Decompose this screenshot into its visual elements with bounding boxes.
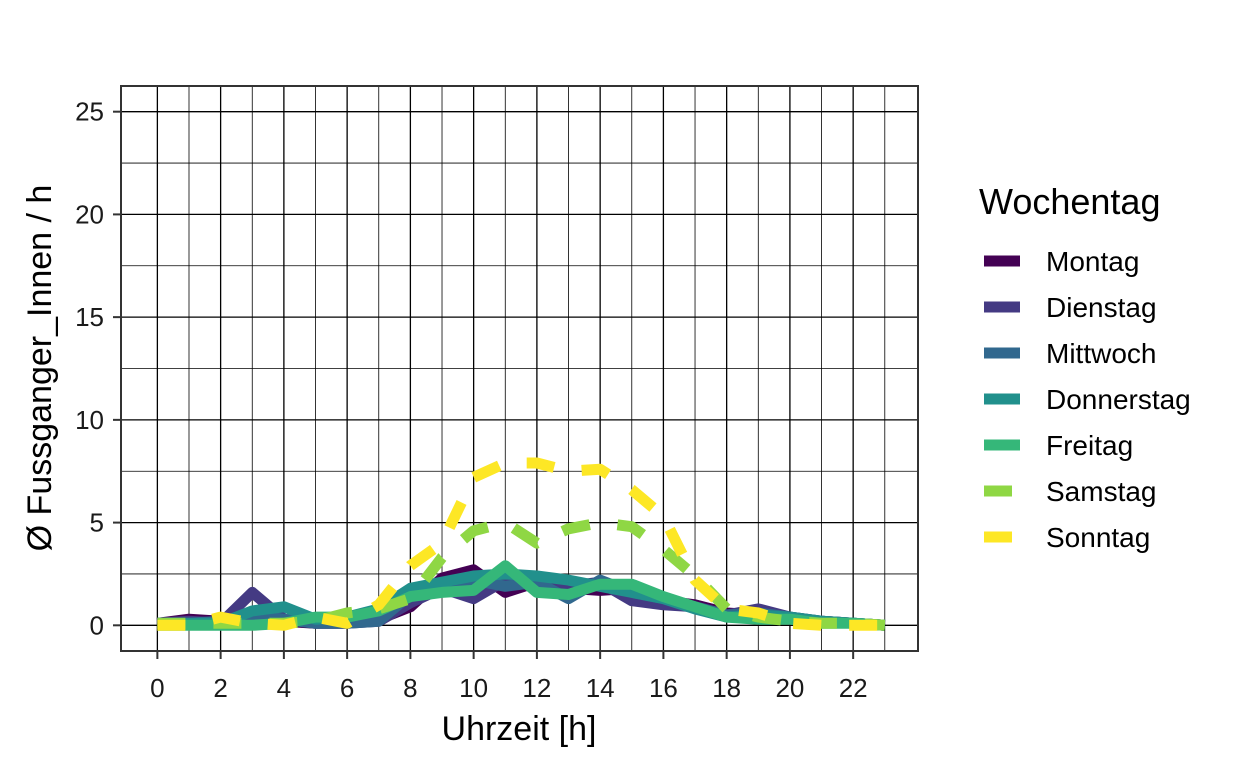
legend-label: Samstag — [1046, 476, 1157, 507]
x-tick-label: 22 — [839, 673, 868, 703]
series-lines — [156, 457, 886, 631]
series-line-sonntag — [157, 457, 885, 631]
x-tick-label: 2 — [213, 673, 227, 703]
x-tick-label: 20 — [775, 673, 804, 703]
x-tick-label: 14 — [586, 673, 615, 703]
x-tick-label: 8 — [403, 673, 417, 703]
x-tick-label: 12 — [522, 673, 551, 703]
legend-item-montag: Montag — [984, 246, 1139, 277]
x-axis-title: Uhrzeit [h] — [442, 710, 597, 748]
legend-title: Wochentag — [979, 181, 1160, 222]
x-tick-label: 0 — [150, 673, 164, 703]
y-tick-label: 0 — [90, 610, 104, 640]
legend: Wochentag Montag Dienstag Mittwoch Donnerst… — [979, 181, 1191, 553]
legend-item-dienstag: Dienstag — [984, 292, 1157, 323]
x-tick-label: 6 — [340, 673, 354, 703]
y-tick-label: 25 — [75, 97, 104, 127]
x-tick-label: 16 — [649, 673, 678, 703]
legend-item-sonntag: Sonntag — [984, 522, 1150, 553]
y-axis-title: Ø Fussganger_Innen / h — [21, 185, 59, 552]
y-tick-label: 20 — [75, 199, 104, 229]
axes: 0 2 4 6 8 10 12 14 16 18 20 22 0 5 10 15 20 25 — [75, 97, 868, 703]
x-tick-label: 10 — [459, 673, 488, 703]
x-tick-label: 4 — [277, 673, 291, 703]
grid-lines — [121, 86, 918, 651]
legend-item-donnerstag: Donnerstag — [984, 384, 1191, 415]
legend-item-freitag: Freitag — [984, 430, 1133, 461]
legend-label: Sonntag — [1046, 522, 1150, 553]
x-tick-label: 18 — [712, 673, 741, 703]
legend-item-mittwoch: Mittwoch — [984, 338, 1156, 369]
y-tick-label: 5 — [90, 508, 104, 538]
legend-item-samstag: Samstag — [984, 476, 1157, 507]
y-tick-label: 15 — [75, 302, 104, 332]
legend-label: Mittwoch — [1046, 338, 1156, 369]
legend-label: Donnerstag — [1046, 384, 1191, 415]
plot-border — [120, 85, 919, 652]
legend-label: Dienstag — [1046, 292, 1157, 323]
legend-label: Montag — [1046, 246, 1139, 277]
y-tick-label: 10 — [75, 405, 104, 435]
legend-label: Freitag — [1046, 430, 1133, 461]
